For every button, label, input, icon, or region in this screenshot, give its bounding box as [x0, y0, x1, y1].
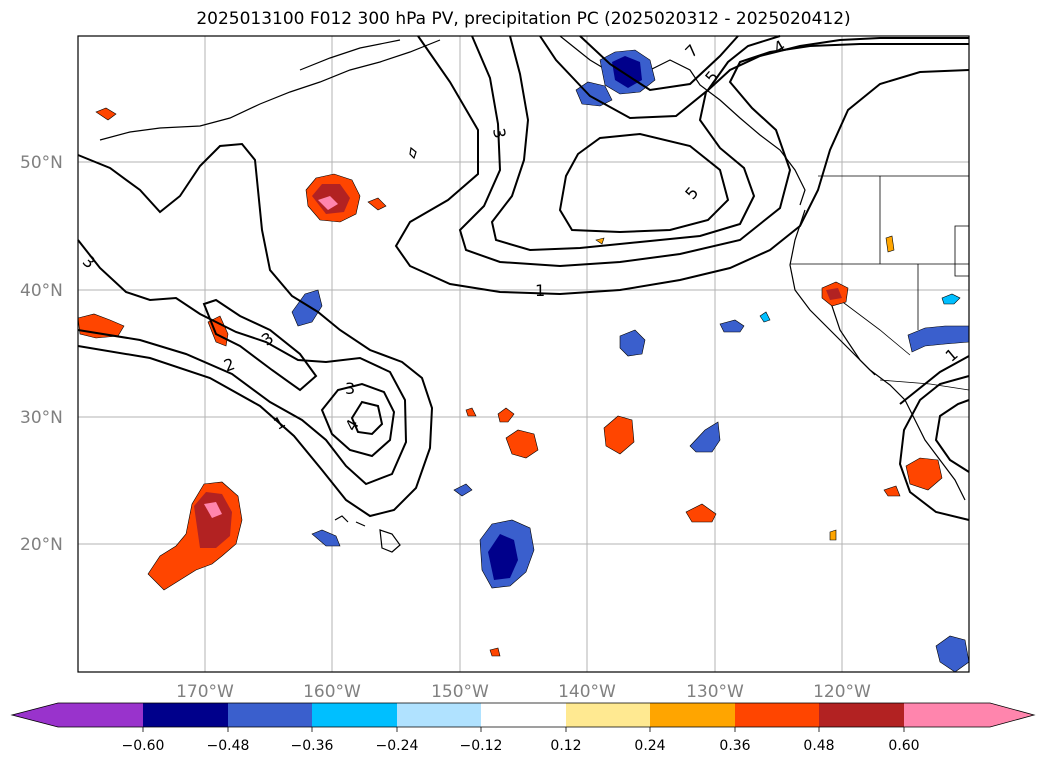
colorbar-bin: [481, 703, 566, 727]
map-frame: [77, 35, 970, 673]
contour-label: 3: [489, 127, 509, 140]
colorbar-bin: [312, 703, 397, 727]
lon-label: 170°W: [176, 682, 234, 702]
colorbar-tick-label: 0.36: [719, 738, 750, 754]
pv-contours: [77, 35, 970, 521]
colorbar-tick-label: 0.48: [803, 738, 834, 754]
lat-label: 20°N: [20, 535, 63, 555]
colorbar-extend-max: [904, 703, 1034, 727]
lon-label: 160°W: [303, 682, 361, 702]
colorbar-tick-label: 0.24: [634, 738, 665, 754]
colorbar-tick-label: 0.60: [888, 738, 919, 754]
lat-axis: 50°N 40°N 30°N 20°N: [20, 153, 63, 555]
lat-label: 50°N: [20, 153, 63, 173]
lon-label: 120°W: [813, 682, 871, 702]
colorbar-tick-label: 0.12: [550, 738, 581, 754]
colorbar: −0.60 −0.48 −0.36 −0.24 −0.12 0.12 0.24 …: [10, 702, 1036, 754]
lat-label: 40°N: [20, 281, 63, 301]
borders: [790, 175, 970, 391]
colorbar-bin: [143, 703, 228, 727]
contour-label: 3: [345, 379, 355, 398]
lon-label: 150°W: [431, 682, 489, 702]
colorbar-bin: [228, 703, 312, 727]
lon-label: 130°W: [686, 682, 744, 702]
colorbar-bin: [819, 703, 904, 727]
colorbar-bin: [397, 703, 481, 727]
precip-negative: [291, 49, 970, 673]
colorbar-tick-label: −0.60: [122, 738, 165, 754]
lon-axis: 170°W 160°W 150°W 140°W 130°W 120°W: [176, 682, 871, 702]
colorbar-bin: [566, 703, 650, 727]
coastlines: [99, 35, 966, 553]
colorbar-tick-label: −0.12: [460, 738, 503, 754]
map-area: [78, 36, 969, 672]
colorbar-extend-min: [12, 703, 143, 727]
colorbar-bin: [650, 703, 735, 727]
precip-positive: [77, 107, 943, 657]
plot-title: 2025013100 F012 300 hPa PV, precipitatio…: [196, 9, 851, 29]
colorbar-tick-label: −0.48: [207, 738, 250, 754]
lon-label: 140°W: [558, 682, 616, 702]
colorbar-tick-label: −0.36: [291, 738, 334, 754]
colorbar-tick-label: −0.24: [376, 738, 419, 754]
colorbar-bin: [735, 703, 819, 727]
contour-label: 1: [535, 281, 545, 300]
lat-label: 30°N: [20, 408, 63, 428]
